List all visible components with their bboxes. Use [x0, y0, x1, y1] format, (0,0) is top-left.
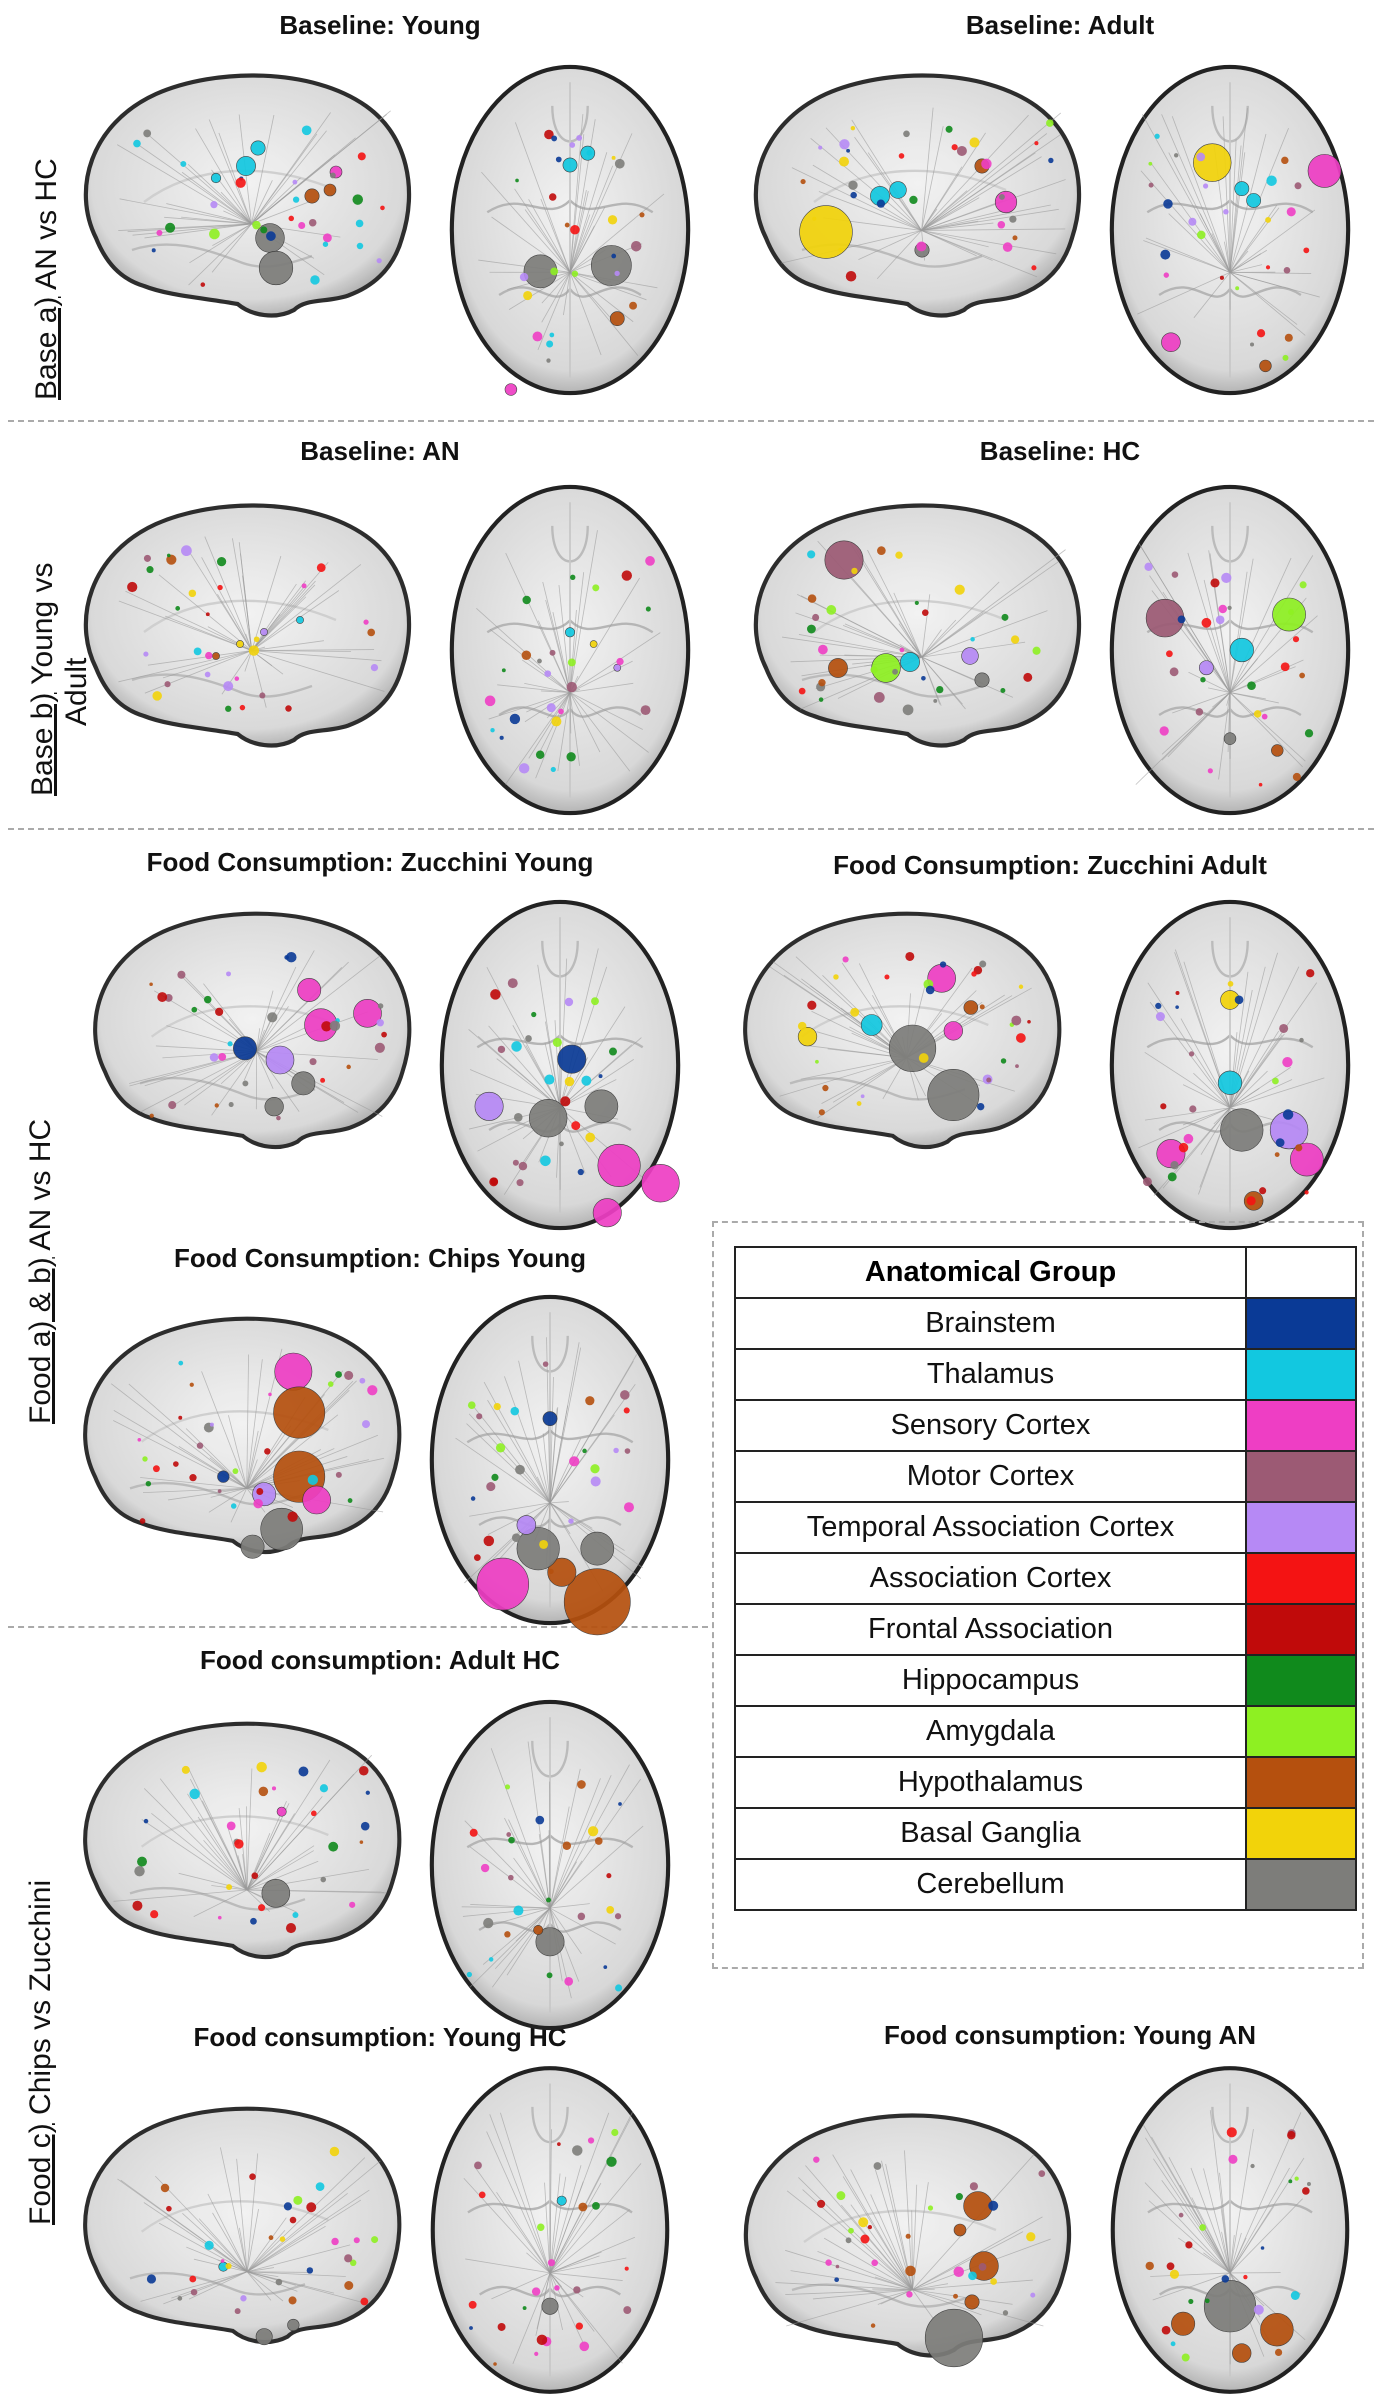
separator-1 — [8, 420, 1374, 422]
legend-row: Thalamus — [734, 1348, 1357, 1401]
legend-row: Amygdala — [734, 1705, 1357, 1758]
panel-title-baseline-young: Baseline: Young — [279, 10, 481, 40]
legend-group-name: Sensory Cortex — [734, 1399, 1247, 1452]
brain-axial-view — [1109, 484, 1351, 816]
legend-color-swatch — [1245, 1552, 1357, 1605]
brain-sagittal-view — [93, 911, 412, 1150]
legend-color-swatch — [1245, 1858, 1357, 1911]
legend-row: Cerebellum — [734, 1858, 1357, 1911]
legend-group-name: Brainstem — [734, 1297, 1247, 1350]
legend-color-swatch — [1245, 1450, 1357, 1503]
legend-row: Motor Cortex — [734, 1450, 1357, 1503]
legend-color-swatch — [1245, 1603, 1357, 1656]
row-label-base-a: Base a) AN vs HC — [30, 158, 64, 400]
brain-sagittal-view — [753, 503, 1082, 748]
brain-axial-view — [1109, 899, 1351, 1231]
legend-header-swatch — [1245, 1246, 1357, 1299]
brain-sagittal-view — [83, 73, 412, 318]
legend-frame — [712, 1221, 1364, 1969]
legend-row: Hippocampus — [734, 1654, 1357, 1707]
legend-group-name: Amygdala — [734, 1705, 1247, 1758]
legend-color-swatch — [1245, 1399, 1357, 1452]
legend-group-name: Temporal Association Cortex — [734, 1501, 1247, 1554]
brain-axial-view — [449, 484, 691, 816]
brain-axial-view — [439, 899, 681, 1231]
panel-title-baseline-hc: Baseline: HC — [979, 436, 1141, 466]
row-label-food-ab-rest: AN vs HC — [24, 1118, 57, 1258]
row-label-base-b-underlined: Base b) — [26, 692, 59, 796]
legend-color-swatch — [1245, 1501, 1357, 1554]
row-label-food-ab-underlined: Food a) & b) — [24, 1257, 57, 1424]
panel-title-food-zucchini-young: Food Consumption: Zucchini Young — [146, 847, 594, 877]
brain-axial-view — [449, 64, 691, 396]
panel-title-food-young-an: Food consumption: Young AN — [883, 2020, 1257, 2050]
separator-2 — [8, 828, 1374, 830]
row-label-base-a-rest: AN vs HC — [30, 158, 63, 297]
brain-sagittal-view — [83, 2106, 402, 2346]
row-label-food-c-rest: Chips vs Zucchini — [24, 1879, 57, 2124]
legend-row: Association Cortex — [734, 1552, 1357, 1605]
legend-group-name: Hypothalamus — [734, 1756, 1247, 1809]
brain-axial-view — [430, 2066, 670, 2394]
legend-row: Brainstem — [734, 1297, 1357, 1350]
legend-group-name: Cerebellum — [734, 1858, 1247, 1911]
legend-table: Anatomical Group Brainstem Thalamus Sensor… — [734, 1246, 1357, 1911]
brain-sagittal-view — [743, 2113, 1072, 2368]
legend-row: Temporal Association Cortex — [734, 1501, 1357, 1554]
legend-group-name: Association Cortex — [734, 1552, 1247, 1605]
legend-group-name: Hippocampus — [734, 1654, 1247, 1707]
legend-color-swatch — [1245, 1756, 1357, 1809]
legend-color-swatch — [1245, 1654, 1357, 1707]
brain-sagittal-view — [83, 1721, 402, 1960]
legend-group-name: Thalamus — [734, 1348, 1247, 1401]
row-label-food-c: Food c) Chips vs Zucchini — [24, 1880, 58, 2225]
panel-title-baseline-adult: Baseline: Adult — [965, 10, 1155, 40]
brain-axial-view — [429, 1294, 671, 1636]
row-label-base-a-underlined: Base a) — [30, 296, 63, 400]
brain-axial-view — [1110, 2066, 1350, 2394]
legend-color-swatch — [1245, 1807, 1357, 1860]
brain-sagittal-view — [83, 503, 412, 748]
legend-color-swatch — [1245, 1297, 1357, 1350]
panel-title-food-zucchini-adult: Food Consumption: Zucchini Adult — [833, 850, 1267, 880]
brain-sagittal-view — [753, 73, 1082, 318]
legend-row: Sensory Cortex — [734, 1399, 1357, 1452]
brain-sagittal-view — [743, 911, 1062, 1150]
legend-group-name: Basal Ganglia — [734, 1807, 1247, 1860]
legend-header: Anatomical Group — [734, 1246, 1247, 1299]
brain-sagittal-view — [83, 1316, 402, 1559]
legend-row: Hypothalamus — [734, 1756, 1357, 1809]
legend-group-name: Motor Cortex — [734, 1450, 1247, 1503]
legend-color-swatch — [1245, 1348, 1357, 1401]
row-label-food-ab: Food a) & b) AN vs HC — [24, 1119, 58, 1424]
brain-axial-view — [1109, 64, 1351, 396]
legend-row: Frontal Association — [734, 1603, 1357, 1656]
legend-row: Basal Ganglia — [734, 1807, 1357, 1860]
panel-title-food-chips-young: Food Consumption: Chips Young — [173, 1243, 587, 1273]
row-label-base-b-rest: Young vs — [26, 562, 59, 693]
panel-title-baseline-an: Baseline: AN — [300, 436, 460, 466]
legend-color-swatch — [1245, 1705, 1357, 1758]
panel-title-food-adult-hc: Food consumption: Adult HC — [199, 1645, 561, 1675]
panel-title-food-young-hc: Food consumption: Young HC — [193, 2022, 567, 2052]
brain-axial-view — [429, 1699, 671, 2031]
row-label-food-c-underlined: Food c) — [24, 2123, 57, 2225]
legend-group-name: Frontal Association — [734, 1603, 1247, 1656]
separator-3 — [8, 1626, 708, 1628]
